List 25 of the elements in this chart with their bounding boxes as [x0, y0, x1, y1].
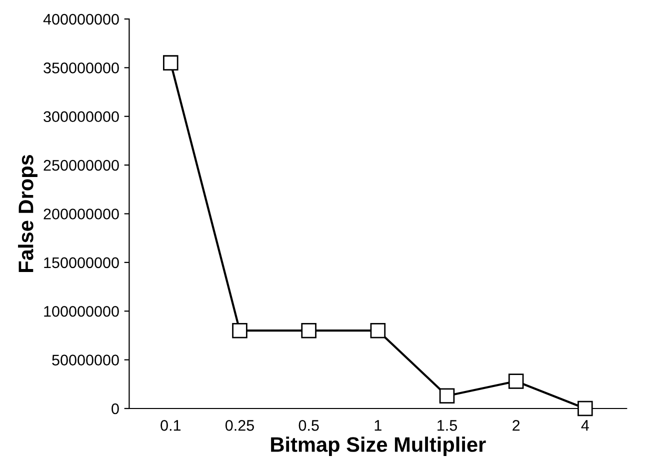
x-tick-label: 4 — [581, 420, 589, 431]
x-tick-label: 2 — [512, 420, 520, 431]
y-tick-label: 50000000 — [52, 354, 119, 366]
point — [578, 400, 593, 416]
y-tick-label: 400000000 — [43, 14, 119, 25]
x-tick-label: 1 — [374, 420, 382, 431]
y-tick-label: 300000000 — [44, 111, 119, 122]
point — [508, 374, 524, 389]
point — [301, 322, 316, 338]
x-axis-title: Bitmap Size Multiplier — [271, 436, 486, 456]
y-tick-label: 250000000 — [44, 160, 119, 171]
y-tick-label: 150000000 — [44, 257, 119, 268]
y-axis-title: False Drops — [18, 154, 38, 272]
point — [439, 388, 455, 404]
point — [163, 55, 178, 70]
x-tick-label: 0.1 — [160, 420, 181, 431]
y-tick-label: 0 — [112, 403, 119, 414]
x-tick-label: 0.5 — [298, 420, 319, 431]
y-tick-label: 200000000 — [44, 208, 119, 220]
y-tick-label: 100000000 — [44, 306, 119, 317]
point — [232, 322, 248, 338]
y-tick-label: 350000000 — [44, 62, 119, 74]
point — [370, 322, 386, 338]
x-tick-label: 1.5 — [438, 420, 457, 431]
x-tick-label: 0.25 — [225, 420, 254, 431]
